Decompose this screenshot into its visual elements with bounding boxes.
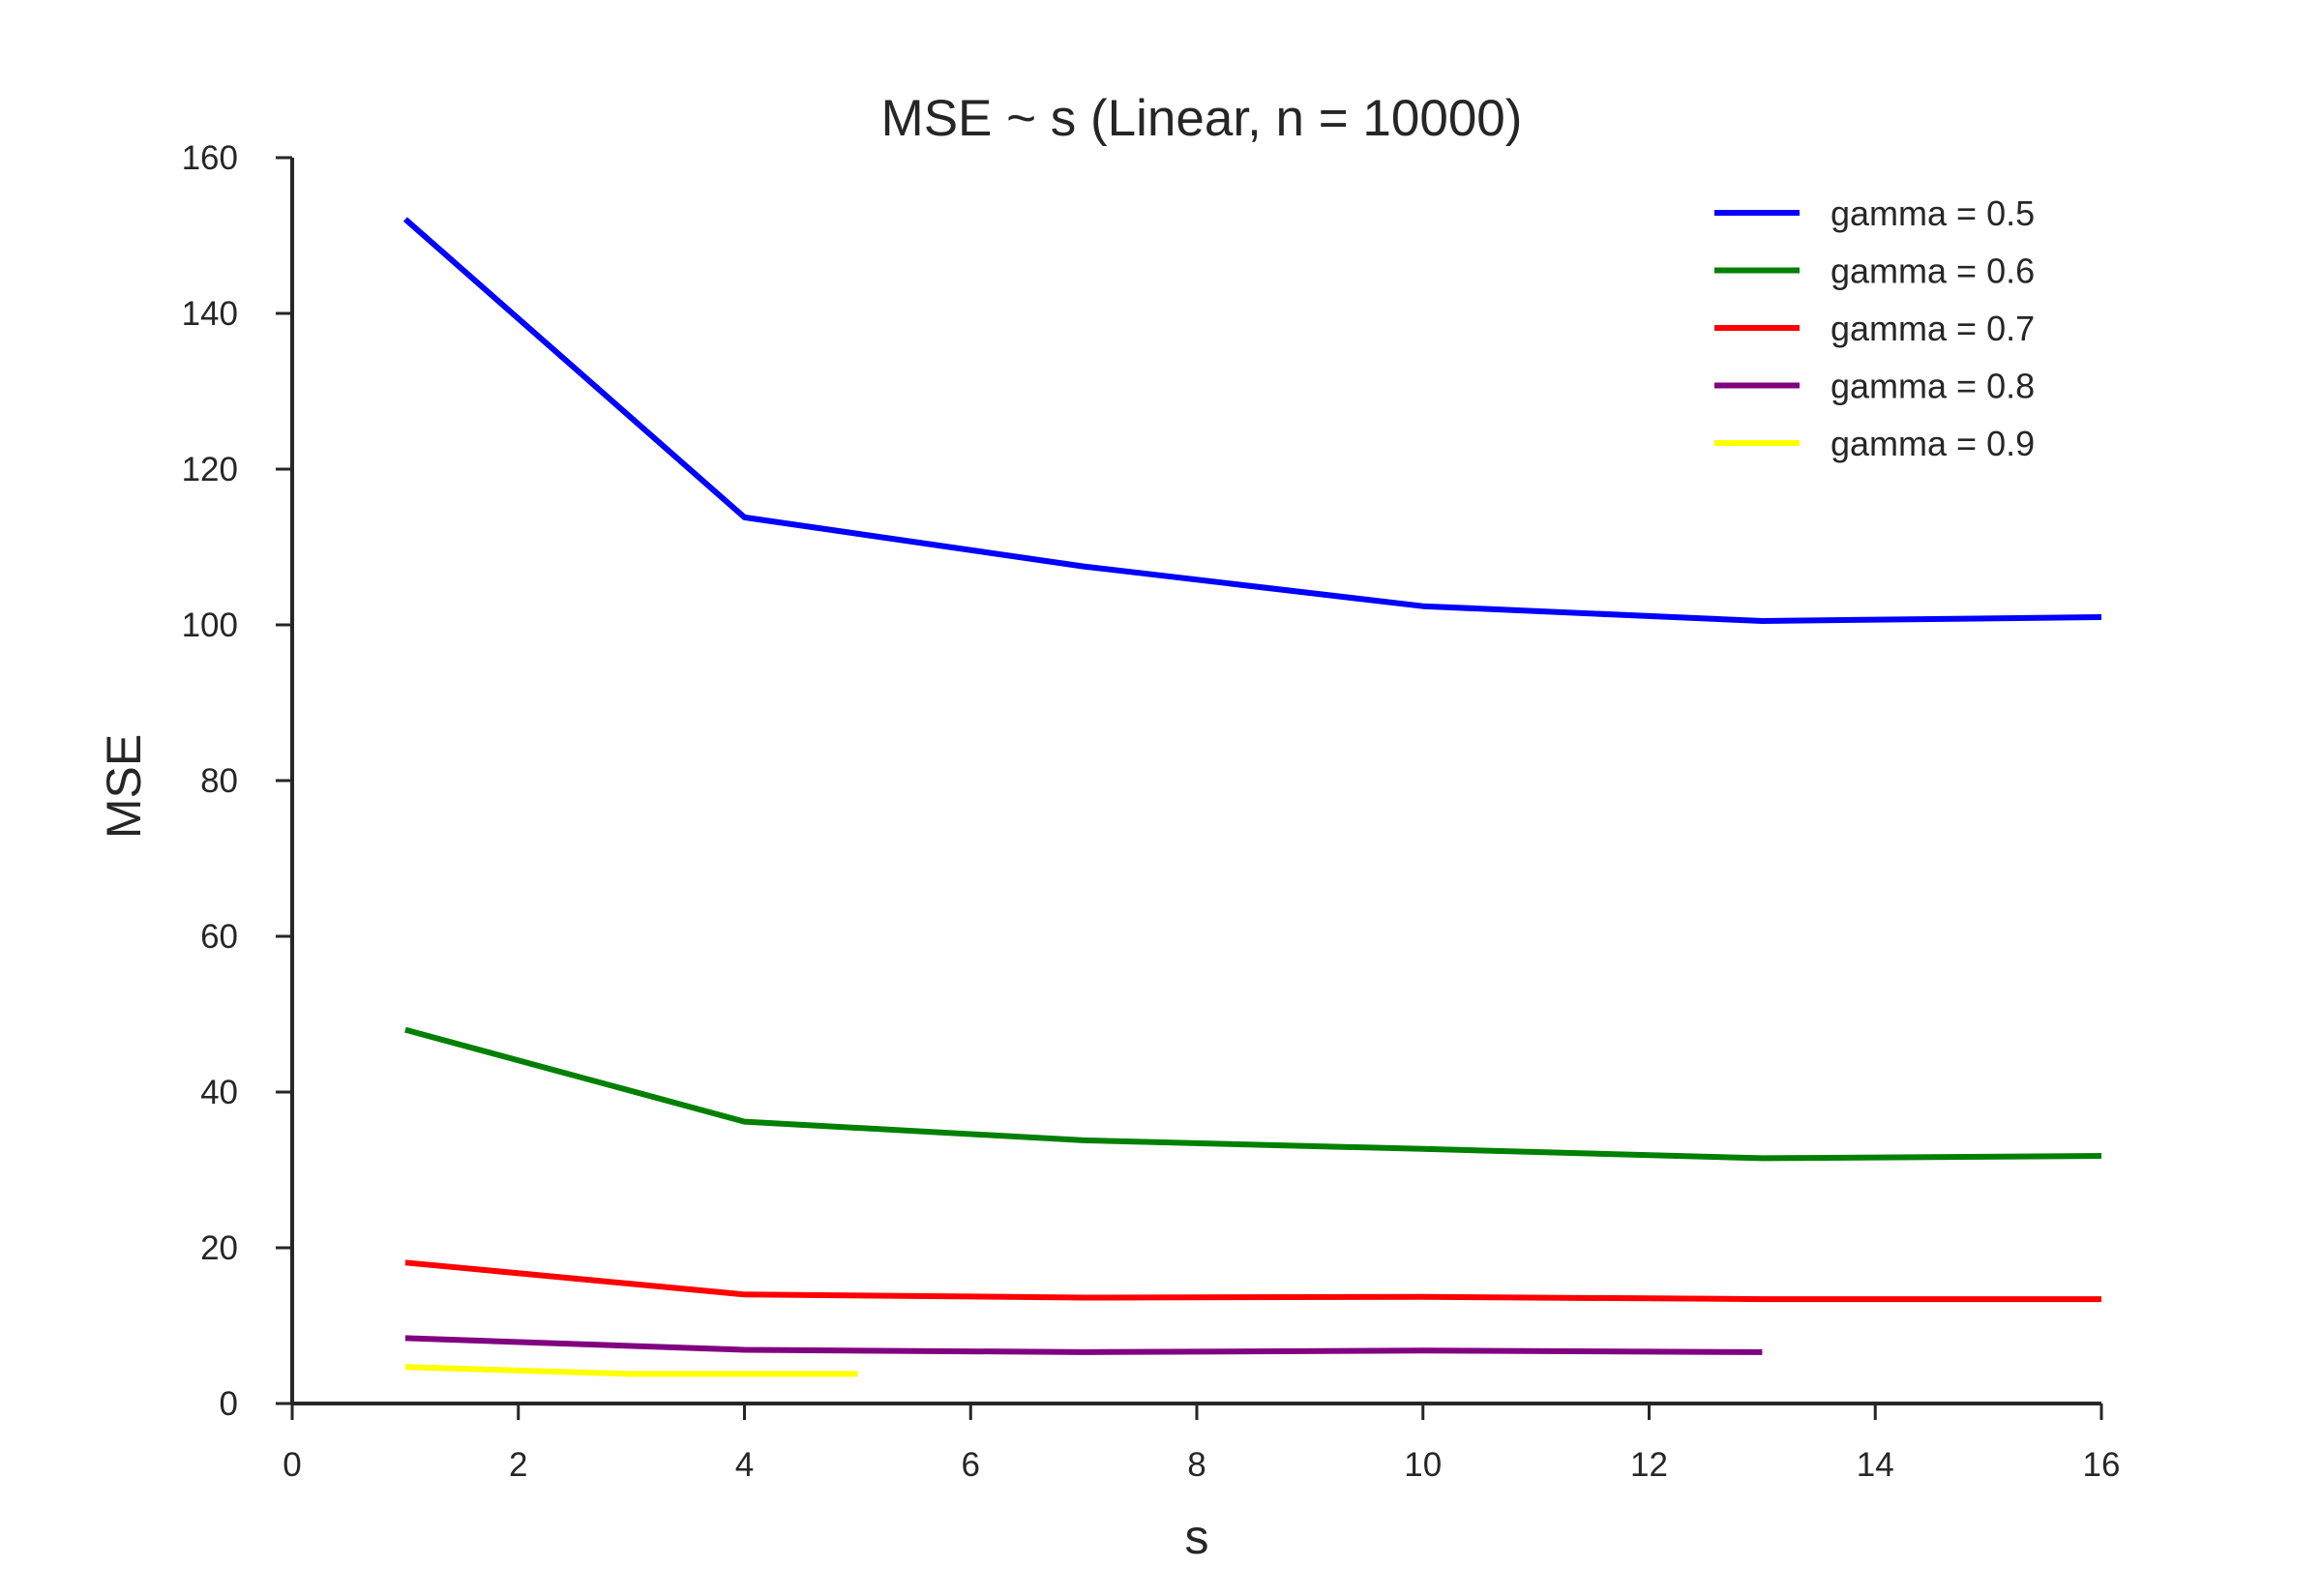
y-tick-label: 20 xyxy=(200,1229,238,1267)
x-tick-label: 0 xyxy=(283,1446,301,1484)
legend-label-3: gamma = 0.7 xyxy=(1831,309,2035,348)
x-tick-label: 8 xyxy=(1187,1446,1206,1484)
series-line-4 xyxy=(404,1335,1763,1355)
y-tick-label: 80 xyxy=(200,762,238,800)
series-line-5 xyxy=(404,1364,858,1377)
legend-label-5: gamma = 0.9 xyxy=(1831,424,2035,463)
x-tick-label: 10 xyxy=(1404,1446,1442,1484)
chart-title: MSE ~ s (Linear, n = 10000) xyxy=(881,90,1523,147)
x-axis-label: s xyxy=(1185,1510,1209,1564)
legend-label-4: gamma = 0.8 xyxy=(1831,367,2035,406)
y-axis-label: MSE xyxy=(97,734,151,839)
y-tick-label: 100 xyxy=(182,606,238,644)
x-tick-label: 2 xyxy=(509,1446,527,1484)
y-tick-label: 160 xyxy=(182,139,238,177)
plot-area: 0 2 4 6 8 10 12 14 16 0 20 40 60 80 100 120 140 160 xyxy=(182,139,2121,1484)
x-tick-label: 16 xyxy=(2083,1446,2121,1484)
x-tick-label: 12 xyxy=(1630,1446,1668,1484)
series-group xyxy=(402,217,2102,1377)
x-tick-label: 14 xyxy=(1857,1446,1894,1484)
series-line-2 xyxy=(404,1026,2102,1162)
y-axis-ticks: 0 20 40 60 80 100 120 140 160 xyxy=(182,139,292,1423)
y-tick-label: 40 xyxy=(200,1074,238,1111)
x-tick-label: 6 xyxy=(962,1446,980,1484)
legend: gamma = 0.5 gamma = 0.6 gamma = 0.7 gamma =… xyxy=(1714,193,2035,463)
series-line-3 xyxy=(404,1259,2101,1303)
y-tick-label: 140 xyxy=(182,295,238,333)
x-tick-label: 4 xyxy=(735,1446,754,1484)
legend-label-2: gamma = 0.6 xyxy=(1831,251,2035,291)
x-axis-ticks: 0 2 4 6 8 10 12 14 16 xyxy=(283,1404,2120,1484)
y-tick-label: 120 xyxy=(182,451,238,488)
legend-label-1: gamma = 0.5 xyxy=(1831,193,2035,233)
y-tick-label: 60 xyxy=(200,918,238,956)
series-line-1 xyxy=(402,217,2102,624)
y-tick-label: 0 xyxy=(220,1385,238,1423)
